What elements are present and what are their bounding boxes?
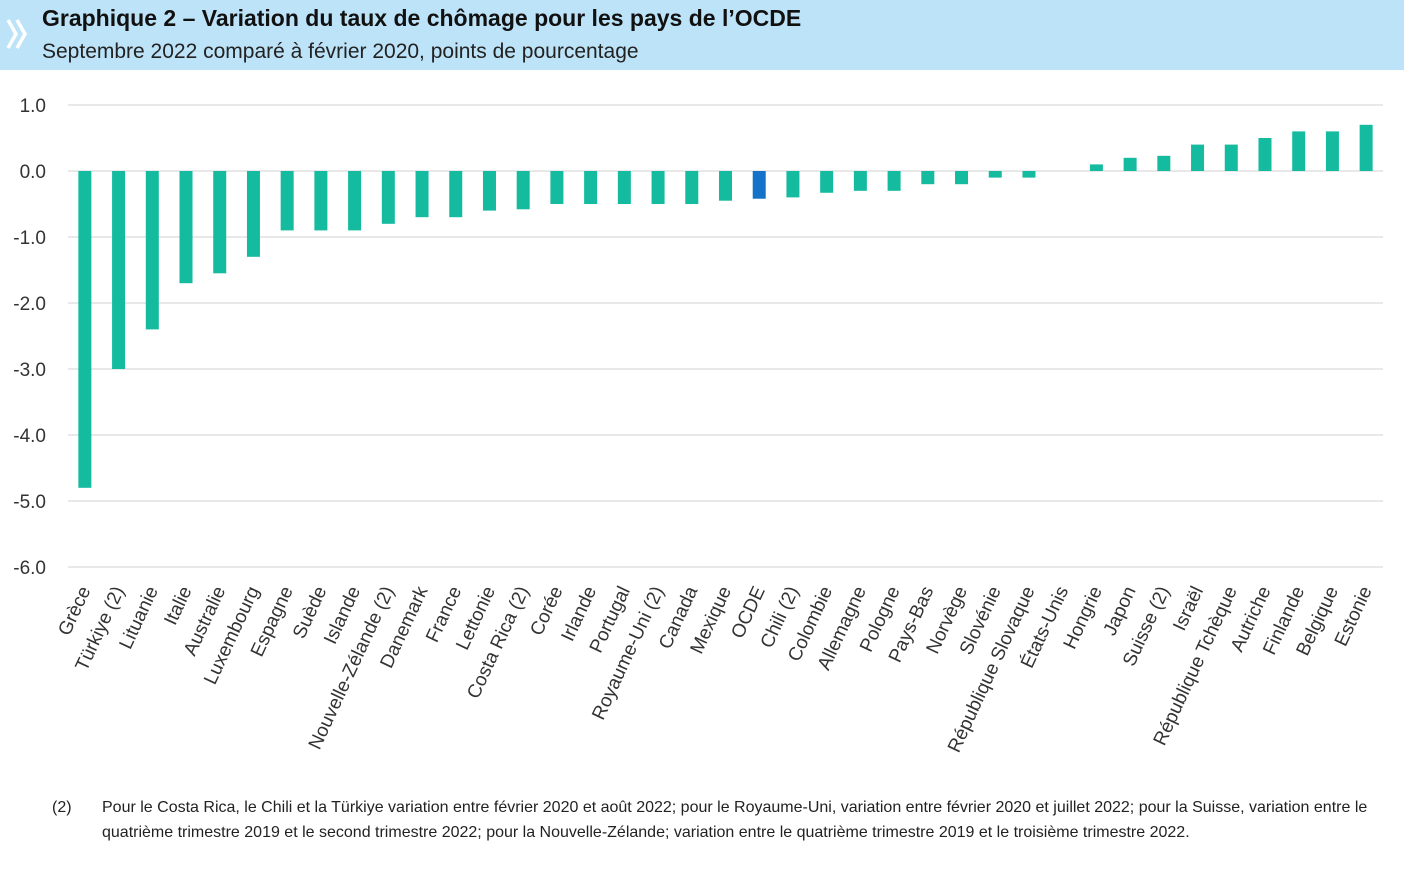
y-tick-label: -2.0 [13, 294, 46, 315]
y-tick-label: -1.0 [13, 228, 46, 249]
bar [887, 171, 901, 191]
bar [1224, 144, 1238, 171]
y-tick-label: -5.0 [13, 492, 46, 513]
y-tick-label: -3.0 [13, 360, 46, 381]
bar [921, 171, 935, 185]
bar [1292, 131, 1306, 171]
y-tick-label: 1.0 [20, 96, 46, 117]
bar [685, 171, 699, 204]
bar [1258, 138, 1272, 171]
bar [719, 171, 732, 201]
bar [179, 171, 193, 284]
bar [853, 171, 867, 191]
y-tick-label: 0.0 [20, 162, 46, 183]
x-tick-label: Italie [161, 583, 197, 628]
bar [1157, 155, 1171, 171]
footnote-number: (2) [52, 799, 72, 816]
bar [112, 171, 126, 369]
bar [145, 171, 159, 330]
oecd-chevrons-icon [6, 19, 28, 49]
bar [482, 171, 496, 211]
chart-header: Graphique 2 – Variation du taux de chôma… [0, 0, 1404, 70]
bar [78, 171, 92, 488]
bar [449, 171, 463, 218]
bar [651, 171, 665, 204]
bar [617, 171, 631, 204]
bar [1191, 144, 1205, 171]
bar [348, 171, 362, 231]
y-tick-label: -6.0 [13, 558, 46, 579]
footnote: (2) Pour le Costa Rica, le Chili et la T… [52, 795, 1404, 845]
bar [415, 171, 429, 218]
bar [820, 171, 834, 193]
bar [1123, 157, 1137, 171]
bar [246, 171, 260, 257]
bar [752, 171, 766, 199]
bar [988, 171, 1002, 178]
bar [1359, 124, 1373, 171]
chart-title: Graphique 2 – Variation du taux de chôma… [42, 5, 802, 31]
bar [550, 171, 564, 204]
bar [786, 171, 800, 198]
bar [1325, 131, 1339, 171]
bar [1089, 164, 1103, 171]
bar [381, 171, 395, 224]
y-tick-label: -4.0 [13, 426, 46, 447]
bar [213, 171, 227, 274]
bar [314, 171, 328, 231]
footnote-text: Pour le Costa Rica, le Chili et la Türki… [102, 799, 1368, 841]
bar [516, 171, 530, 210]
bar [280, 171, 294, 231]
bar [955, 171, 969, 185]
bar [584, 171, 598, 204]
bar-chart: 1.00.0-1.0-2.0-3.0-4.0-5.0-6.0GrèceTürki… [13, 96, 1383, 756]
chart-subtitle: Septembre 2022 comparé à février 2020, p… [42, 40, 639, 63]
bar [1022, 171, 1036, 178]
